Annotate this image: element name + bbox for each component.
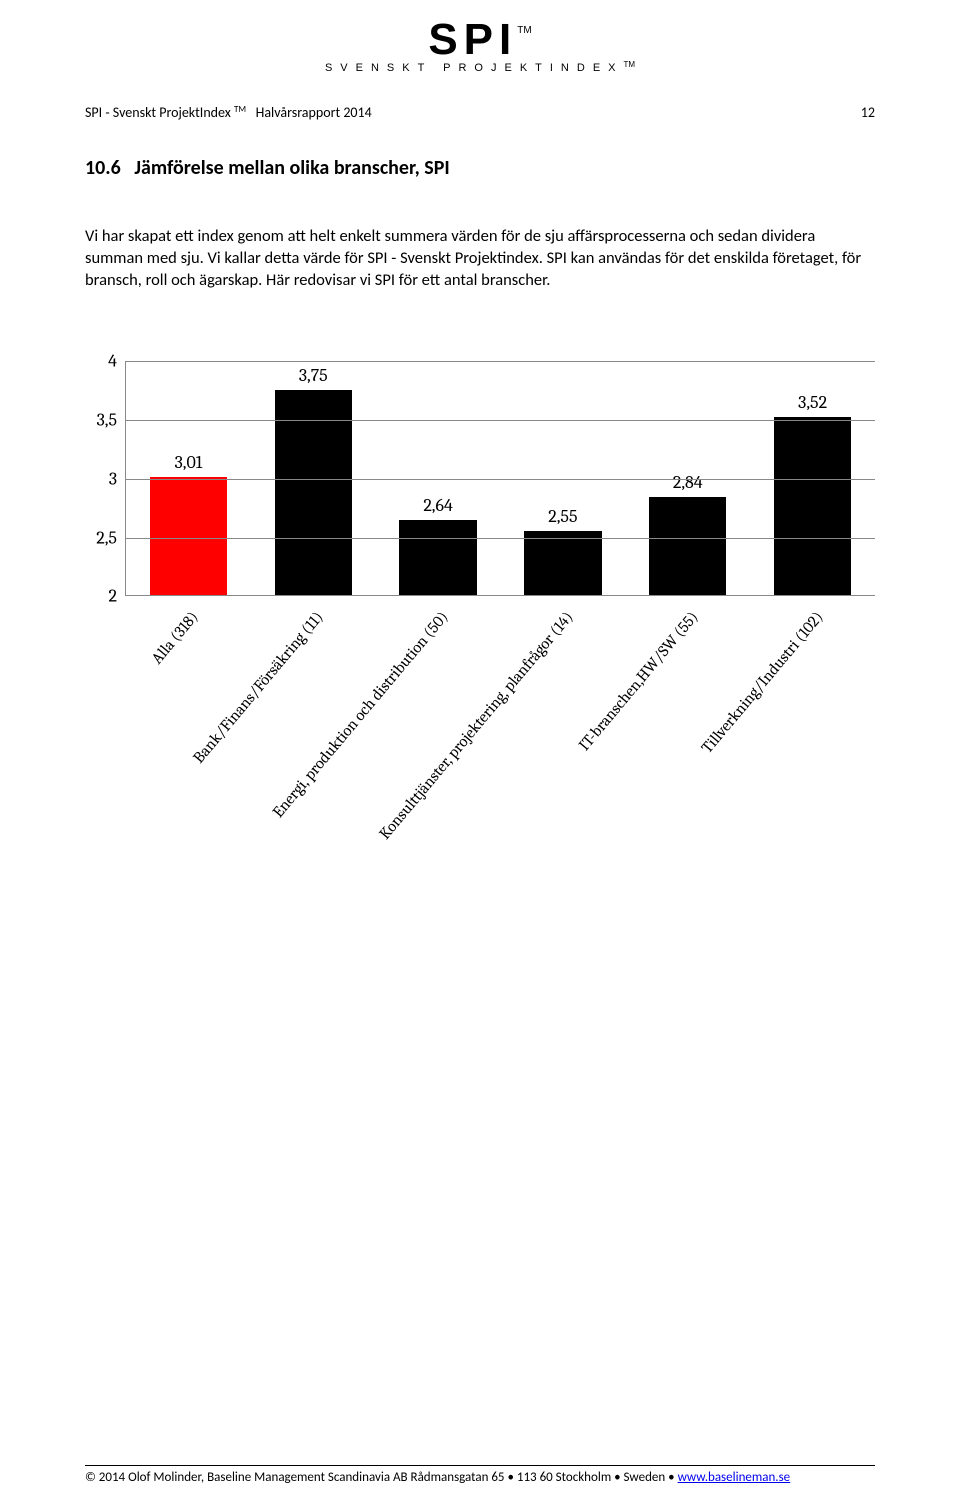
- spi-chart: 43,532,52 3,013,752,642,552,843,52 Alla …: [85, 361, 875, 876]
- bar-value-label: 2,64: [423, 495, 453, 516]
- page-footer: © 2014 Olof Molinder, Baseline Managemen…: [85, 1465, 875, 1485]
- x-label-column: Bank/Finans/Försäkring (11): [250, 596, 375, 876]
- x-label-column: Alla (318): [125, 596, 250, 876]
- bar-value-label: 2,84: [673, 472, 703, 493]
- x-axis-labels: Alla (318)Bank/Finans/Försäkring (11)Ene…: [125, 596, 875, 876]
- x-label-column: IT-branschen,HW/SW (55): [625, 596, 750, 876]
- bar-rect: [774, 417, 851, 596]
- bar-value-label: 3,01: [175, 452, 203, 473]
- header-tm: TM: [234, 104, 246, 115]
- footer-text: © 2014 Olof Molinder, Baseline Managemen…: [85, 1470, 675, 1485]
- footer-link[interactable]: www.baselineman.se: [678, 1470, 791, 1485]
- x-label-column: Tillverkning/Industri (102): [750, 596, 875, 876]
- page-number: 12: [861, 104, 875, 121]
- section-title: Jämförelse mellan olika branscher, SPI: [134, 156, 449, 180]
- bar-value-label: 3,75: [299, 365, 328, 386]
- y-tick-label: 3: [109, 468, 117, 489]
- plot: 3,01 3,75 2,64 2,55 2,84 3,52: [125, 361, 875, 596]
- logo-main: SPITM: [428, 20, 531, 60]
- logo-sub-tm: TM: [624, 60, 636, 69]
- gridline: [126, 420, 875, 421]
- x-category-label: Alla (318): [147, 608, 201, 667]
- logo-block: SPITM SVENSKT PROJEKTINDEXTM: [85, 20, 875, 74]
- header-prefix: SPI - Svenskt ProjektIndex: [85, 104, 231, 121]
- bar-rect: [399, 520, 476, 595]
- section-heading: 10.6 Jämförelse mellan olika branscher, …: [85, 156, 875, 180]
- y-tick-label: 2,5: [96, 527, 117, 548]
- bar-rect: [150, 477, 227, 596]
- x-label-column: Konsulttjänster, projektering, planfrågo…: [500, 596, 625, 876]
- y-tick-label: 2: [109, 586, 118, 607]
- logo-text: SPI: [428, 15, 517, 64]
- section-number: 10.6: [85, 156, 121, 180]
- header-suffix: Halvårsrapport 2014: [256, 104, 372, 121]
- bar-rect: [524, 531, 601, 596]
- y-axis: 43,532,52: [85, 361, 125, 596]
- gridline: [126, 538, 875, 539]
- y-tick-label: 4: [108, 351, 117, 372]
- logo-tm: TM: [517, 25, 531, 36]
- bar-value-label: 3,52: [798, 392, 827, 413]
- page: SPITM SVENSKT PROJEKTINDEXTM SPI - Svens…: [0, 0, 960, 1510]
- running-header: SPI - Svenskt ProjektIndex TM Halvårsrap…: [85, 104, 875, 121]
- gridline: [126, 361, 875, 362]
- gridline: [126, 479, 875, 480]
- body-paragraph: Vi har skapat ett index genom att helt e…: [85, 225, 875, 292]
- y-tick-label: 3,5: [96, 410, 117, 431]
- bar-value-label: 2,55: [548, 506, 577, 527]
- header-left: SPI - Svenskt ProjektIndex TM Halvårsrap…: [85, 104, 372, 121]
- bar-rect: [649, 497, 726, 596]
- chart-plot-area: 43,532,52 3,013,752,642,552,843,52: [85, 361, 875, 596]
